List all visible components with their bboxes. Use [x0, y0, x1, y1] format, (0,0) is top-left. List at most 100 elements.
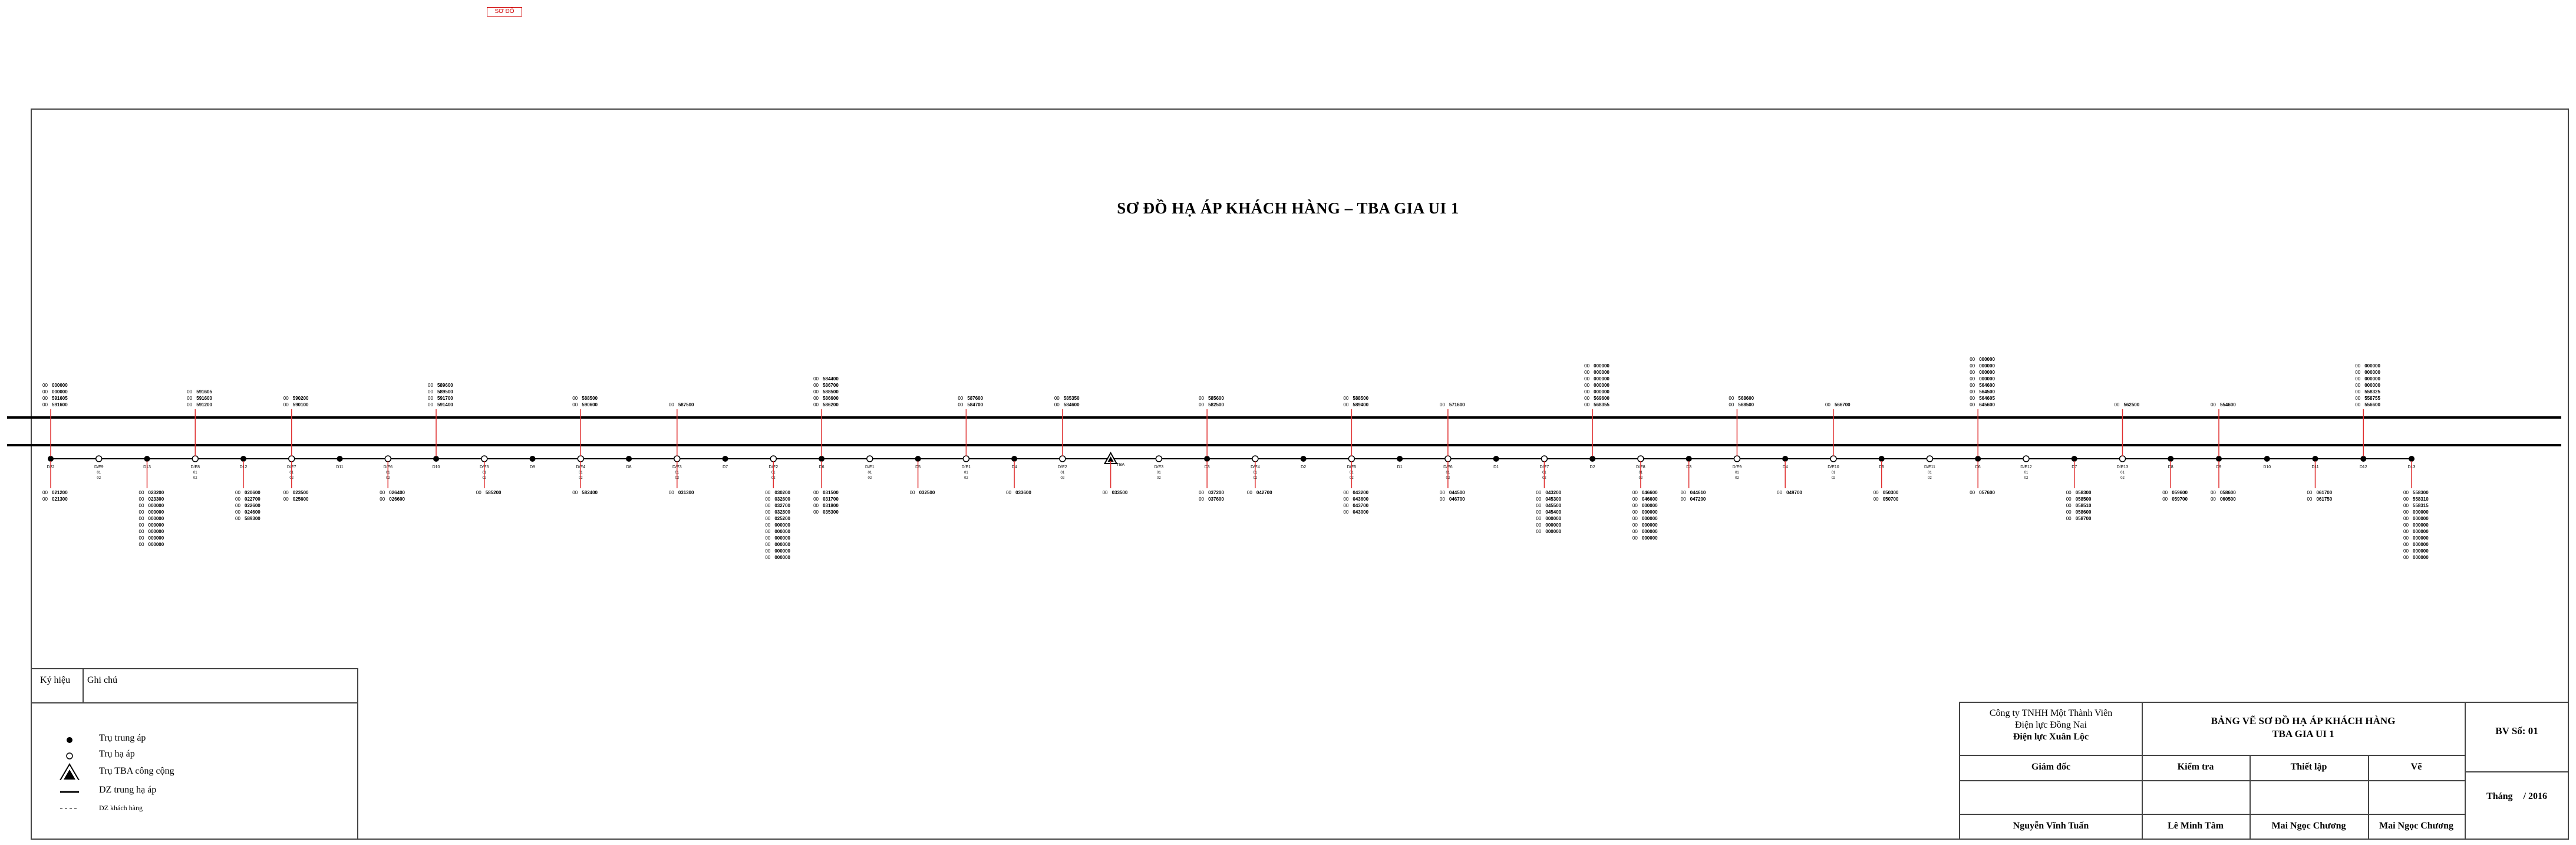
pole-label: D/E9 [94, 465, 104, 469]
meter-code: 558325 [2364, 389, 2380, 394]
meter-code: 058300 [2076, 490, 2092, 495]
meter-prefix: 00 [2307, 490, 2312, 495]
meter-prefix: 00 [283, 396, 289, 401]
station-label: TBA [1117, 463, 1125, 467]
meter-code: 024600 [245, 509, 260, 515]
low-voltage-pole [288, 455, 295, 462]
meter-code: 558315 [2413, 503, 2429, 508]
name-check: Lê Minh Tâm [2168, 821, 2224, 831]
tb-divider [1960, 814, 2465, 815]
low-voltage-pole [962, 455, 970, 462]
pole-sub-label: 02 [868, 476, 872, 480]
title-block: Công ty TNHH Một Thành Viên Điện lực Đồn… [1959, 702, 2569, 840]
meter-code: 000000 [1545, 529, 1561, 534]
meter-prefix: 00 [2066, 497, 2072, 502]
meter-prefix: 00 [1874, 497, 1879, 502]
meter-code: 000000 [1545, 516, 1561, 521]
meter-prefix: 00 [1729, 402, 1734, 407]
meter-prefix: 00 [1440, 402, 1445, 407]
role-draw: Vẽ [2410, 762, 2422, 772]
meter-prefix: 00 [1584, 389, 1589, 394]
meter-code: 000000 [774, 542, 790, 547]
meter-prefix: 00 [2066, 490, 2072, 495]
meter-code: 564600 [1979, 383, 1995, 388]
medium-voltage-pole [2071, 456, 2077, 462]
thick-line-icon [60, 791, 79, 793]
medium-voltage-pole [1011, 456, 1018, 462]
meter-prefix: 00 [1054, 402, 1060, 407]
meter-code: 568500 [1738, 402, 1754, 407]
date-field: Tháng / 2016 [2465, 791, 2569, 802]
meter-code: 589300 [245, 516, 260, 521]
meter-prefix: 00 [187, 389, 192, 394]
meter-prefix: 00 [1970, 389, 1975, 394]
meter-prefix: 00 [765, 503, 770, 508]
meter-prefix: 00 [765, 497, 770, 502]
meter-prefix: 00 [765, 548, 770, 554]
meter-code: 591700 [437, 396, 453, 401]
meter-prefix: 00 [1632, 516, 1638, 521]
pole-sub-label: 01 [1832, 471, 1836, 475]
pole-label: D/E3 [1155, 465, 1164, 469]
meter-code: 000000 [774, 522, 790, 528]
meter-code: 000000 [1642, 535, 1658, 541]
pole-sub-label: 02 [964, 476, 968, 480]
meter-prefix: 00 [1970, 402, 1975, 407]
pole-label: D11 [336, 465, 343, 469]
meter-prefix: 00 [139, 535, 144, 541]
meter-prefix: 00 [2403, 535, 2409, 541]
meter-code: 000000 [1642, 522, 1658, 528]
pole-sub-label: 02 [1157, 476, 1161, 480]
meter-code: 000000 [774, 548, 790, 554]
meter-code: 032500 [919, 490, 935, 495]
meter-code: 590100 [293, 402, 309, 407]
meter-code: 584400 [823, 376, 839, 382]
low-voltage-pole [1637, 455, 1644, 462]
meter-prefix: 00 [1632, 497, 1638, 502]
meter-prefix: 00 [2403, 516, 2409, 521]
meter-code: 000000 [774, 535, 790, 541]
medium-voltage-pole [529, 456, 536, 462]
meter-code: 558755 [2364, 396, 2380, 401]
meter-code: 000000 [2413, 516, 2429, 521]
meter-code: 000000 [774, 555, 790, 560]
company-info: Công ty TNHH Một Thành Viên Điện lực Đồn… [1960, 708, 2142, 743]
company-line-3: Điện lực Xuân Lộc [2013, 732, 2089, 742]
pole-label: D/E10 [1828, 465, 1839, 469]
meter-prefix: 00 [910, 490, 915, 495]
meter-code: 032700 [774, 503, 790, 508]
low-voltage-pole [95, 455, 103, 462]
name-director: Nguyễn Vĩnh Tuấn [2013, 821, 2089, 831]
meter-prefix: 00 [2403, 503, 2409, 508]
pole-sub-label: 02 [97, 476, 101, 480]
pole-sub-label: 02 [2024, 476, 2029, 480]
meter-code: 000000 [2413, 555, 2429, 560]
top-badge: SƠ ĐỒ [487, 7, 522, 17]
meter-prefix: 00 [428, 383, 433, 388]
pole-sub-label: 01 [1061, 471, 1065, 475]
medium-voltage-pole [1300, 456, 1307, 462]
meter-prefix: 00 [1970, 370, 1975, 375]
meter-prefix: 00 [813, 402, 819, 407]
meter-code: 587600 [967, 396, 983, 401]
meter-code: 046600 [1642, 490, 1658, 495]
meter-code: 571600 [1449, 402, 1465, 407]
legend-item-low-voltage-pole: Trụ hạ áp [31, 747, 357, 763]
meter-prefix: 00 [2066, 503, 2072, 508]
pole-label: D/E1 [865, 465, 875, 469]
meter-code: 554600 [2220, 402, 2236, 407]
pole-sub-label: 01 [1735, 471, 1739, 475]
meter-prefix: 00 [2211, 497, 2216, 502]
low-voltage-pole [577, 455, 585, 462]
pole-label: D/E11 [1924, 465, 1935, 469]
substation-icon-core [1107, 456, 1114, 462]
sheet-number: BV Số: 01 [2495, 725, 2538, 737]
legend-label: Trụ hạ áp [99, 749, 135, 759]
meter-code: 032800 [774, 509, 790, 515]
pole-sub-label: 01 [868, 471, 872, 475]
meter-code: 584700 [967, 402, 983, 407]
pole-label: D10 [433, 465, 440, 469]
pole-label: D/E9 [1733, 465, 1742, 469]
meter-prefix: 00 [1970, 357, 1975, 362]
